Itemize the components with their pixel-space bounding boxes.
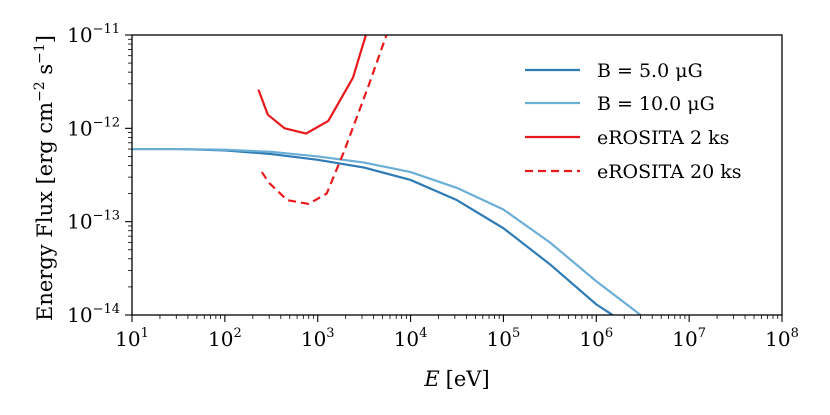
x-tick-label: 102 [208, 326, 242, 351]
y-axis-label-main: Energy Flux [erg cm [33, 102, 57, 321]
x-tick-exp: 8 [791, 326, 799, 341]
x-tick-exp: 4 [419, 326, 427, 341]
x-tick-label: 105 [487, 326, 521, 351]
x-tick-label: 101 [115, 326, 149, 351]
x-tick-label: 104 [394, 326, 428, 351]
x-tick-base: 10 [208, 327, 233, 351]
x-tick-label: 106 [579, 326, 613, 351]
y-tick-base: 10 [67, 210, 92, 234]
y-tick-base: 10 [67, 23, 92, 47]
series-line-2 [257, 35, 367, 135]
series-line-1 [132, 147, 642, 315]
x-axis-label: E [eV] [423, 367, 489, 391]
y-tick-exp: −12 [93, 115, 120, 130]
y-tick-label: 10−12 [67, 115, 120, 140]
series-line-0 [132, 147, 614, 315]
x-tick-label: 107 [672, 326, 706, 351]
y-tick-base: 10 [67, 303, 92, 327]
x-tick-base: 10 [765, 327, 790, 351]
tick-layer: 101 102 103 104 105 106 107 10810−1410−1310−121… [67, 22, 799, 351]
y-tick-exp: −13 [93, 209, 120, 224]
y-axis-label-exp2: −1 [32, 43, 48, 64]
y-tick-exp: −11 [93, 22, 120, 37]
series-layer [132, 35, 642, 315]
legend-label-b10: B = 10.0 μG [597, 93, 715, 115]
plot-frame [131, 34, 783, 316]
legend-label-erosita-2ks: eROSITA 2 ks [597, 127, 729, 149]
y-tick-label: 10−14 [67, 302, 120, 327]
x-tick-exp: 3 [326, 326, 334, 341]
x-axis-label-var: E [423, 367, 439, 391]
x-tick-exp: 5 [512, 326, 520, 341]
x-tick-exp: 6 [605, 326, 613, 341]
y-tick-label: 10−11 [67, 22, 120, 47]
x-tick-base: 10 [301, 327, 326, 351]
x-axis-label-unit: [eV] [446, 367, 490, 391]
legend: B = 5.0 μG B = 10.0 μG eROSITA 2 ks eROS… [525, 60, 742, 183]
x-tick-exp: 7 [698, 326, 706, 341]
x-tick-base: 10 [487, 327, 512, 351]
y-axis-label-exp1: −2 [32, 81, 48, 102]
legend-label-erosita-20ks: eROSITA 20 ks [597, 161, 742, 183]
x-tick-base: 10 [672, 327, 697, 351]
x-tick-label: 103 [301, 326, 335, 351]
y-axis-label: Energy Flux [erg cm−2 s−1] [32, 35, 57, 321]
x-tick-base: 10 [115, 327, 140, 351]
series-line-3 [260, 35, 388, 205]
legend-label-b5: B = 5.0 μG [597, 60, 703, 82]
y-tick-label: 10−13 [67, 209, 120, 234]
y-axis-label-mid: s [33, 64, 57, 81]
x-tick-base: 10 [579, 327, 604, 351]
x-tick-label: 108 [765, 326, 799, 351]
y-tick-exp: −14 [93, 302, 120, 317]
y-tick-base: 10 [67, 116, 92, 140]
y-axis-label-end: ] [33, 35, 57, 43]
x-tick-exp: 2 [233, 326, 241, 341]
x-tick-base: 10 [394, 327, 419, 351]
x-tick-exp: 1 [141, 326, 149, 341]
